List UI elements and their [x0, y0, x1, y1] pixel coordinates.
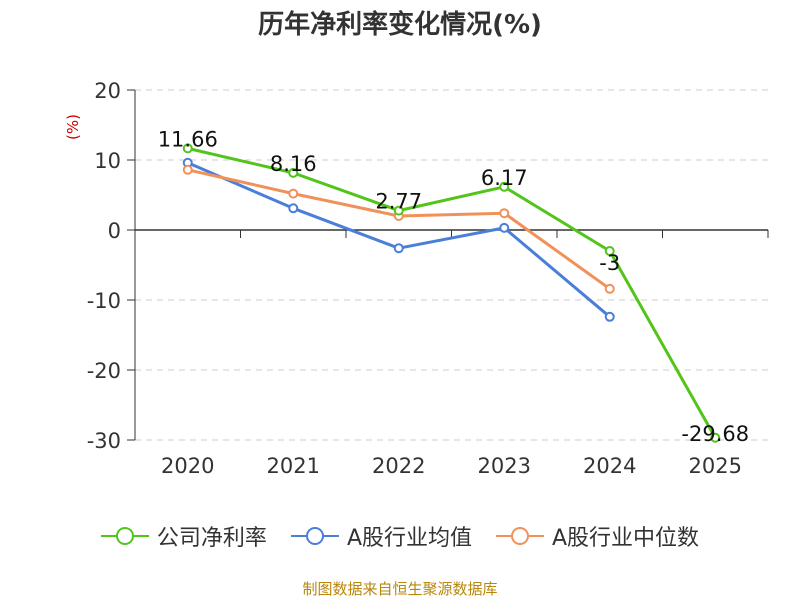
x-tick-label: 2021 [267, 454, 320, 478]
data-point [182, 164, 193, 175]
y-tick-label: 20 [94, 79, 121, 103]
y-tick-label: -10 [87, 289, 121, 313]
data-point [710, 432, 721, 443]
legend-label-industry-mean: A股行业均值 [346, 526, 472, 551]
x-tick-label: 2024 [583, 454, 636, 478]
data-point [499, 222, 510, 233]
y-tick-label: 0 [108, 219, 121, 243]
data-label: 8.16 [270, 152, 317, 176]
chart-legend: 公司净利率 A股行业均值 A股行业中位数 [0, 518, 800, 554]
x-tick-label: 2025 [689, 454, 742, 478]
data-label: 2.77 [375, 190, 422, 214]
series-line [187, 161, 611, 318]
legend-line-blue-icon [290, 527, 339, 545]
data-point [288, 188, 299, 199]
y-tick-label: 10 [94, 149, 121, 173]
series-line [187, 146, 717, 439]
x-tick-label: 2023 [478, 454, 531, 478]
data-point [499, 181, 510, 192]
data-label: 6.17 [481, 166, 528, 190]
data-point [288, 167, 299, 178]
legend-line-green-icon [100, 527, 149, 545]
legend-item-industry-mean[interactable]: A股行业均值 [290, 520, 472, 552]
data-point [393, 205, 404, 216]
data-point [182, 143, 193, 154]
data-point [604, 246, 615, 256]
y-axis-label: (%) [64, 114, 82, 140]
legend-line-orange-icon [496, 527, 544, 545]
y-tick-label: -20 [87, 359, 121, 383]
x-tick-label: 2022 [372, 454, 425, 478]
x-tick-label: 2020 [161, 454, 214, 478]
legend-label-industry-median: A股行业中位数 [552, 526, 700, 551]
legend-label-company: 公司净利率 [156, 526, 267, 551]
data-label: -29.68 [681, 422, 749, 446]
legend-item-industry-median[interactable]: A股行业中位数 [496, 520, 699, 552]
data-point [604, 311, 615, 322]
data-point [288, 203, 299, 214]
y-tick-label: -30 [87, 429, 121, 453]
data-point [604, 283, 615, 294]
legend-item-company[interactable]: 公司净利率 [100, 520, 267, 552]
data-label: -3 [599, 251, 620, 275]
chart-title: 历年净利率变化情况(%) [258, 10, 542, 40]
data-point [393, 243, 404, 254]
data-label: 11.66 [158, 127, 218, 151]
data-source-note: 制图数据来自恒生聚源数据库 [302, 580, 498, 598]
data-point [499, 208, 510, 219]
